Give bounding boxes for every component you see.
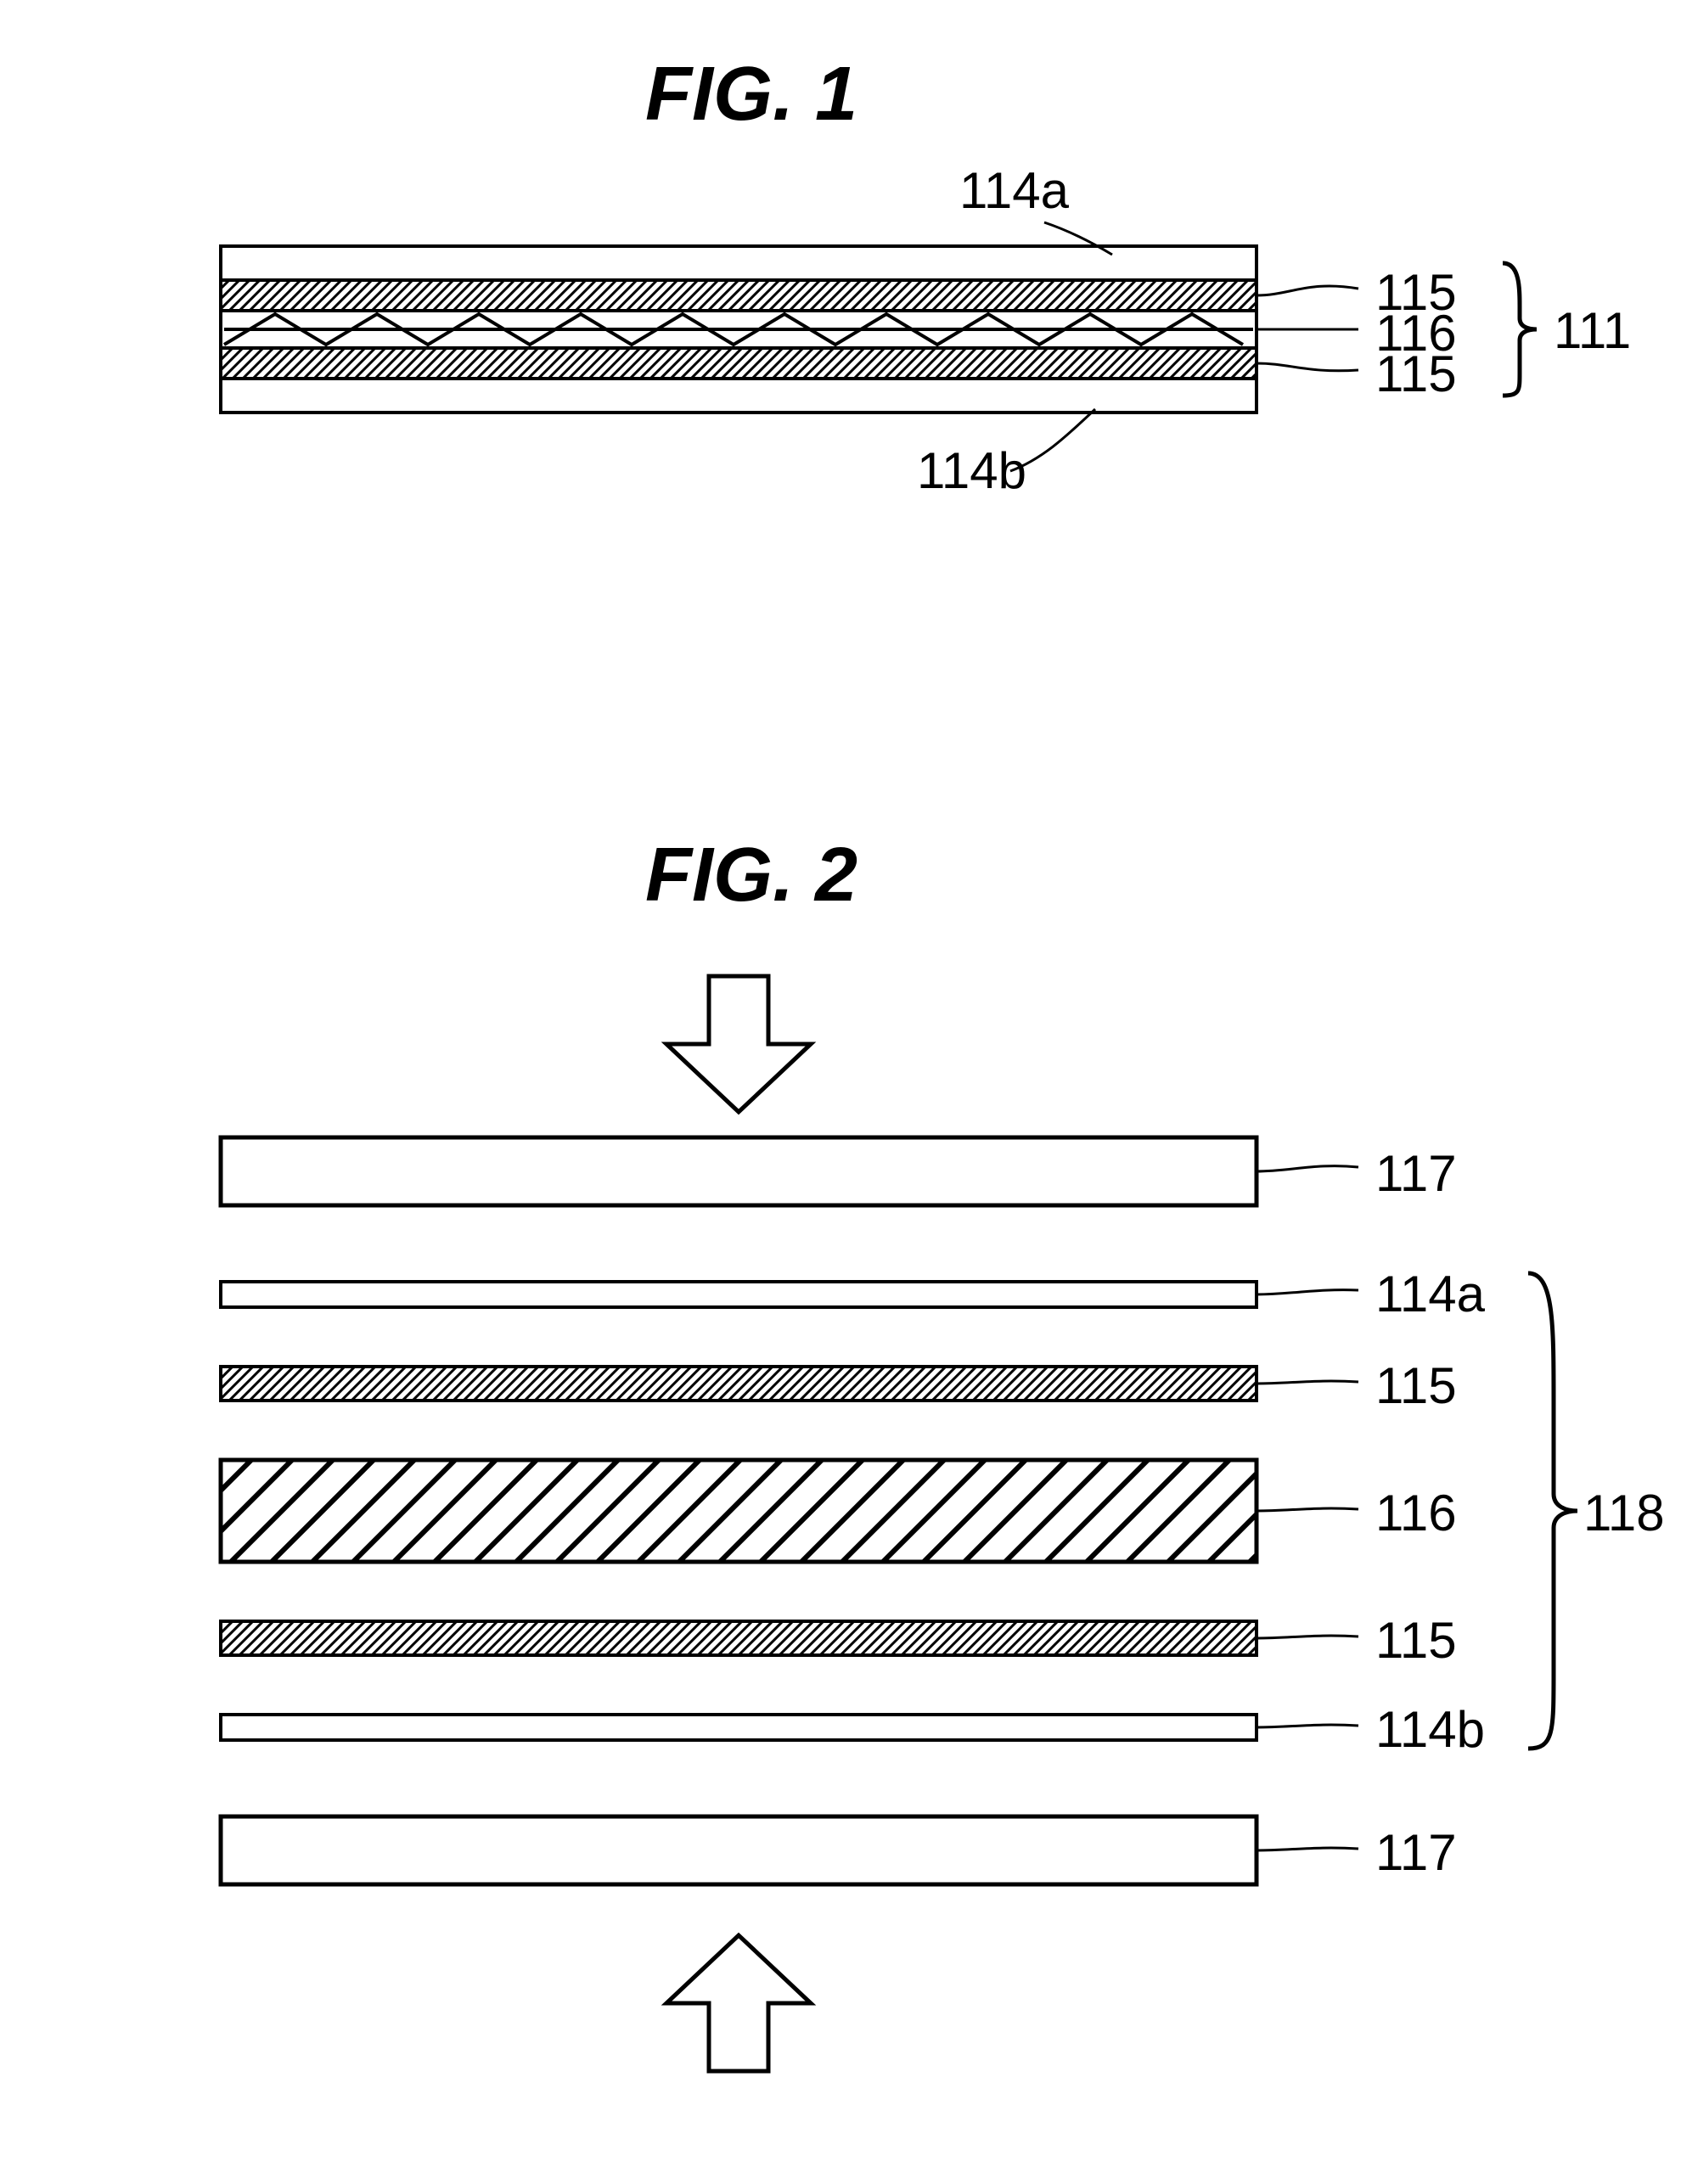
fig2-layer-115b <box>221 1621 1257 1655</box>
fig2-layer-116 <box>221 1460 1257 1562</box>
fig2-stack <box>221 1137 1257 1884</box>
fig2-label-115b: 115 <box>1375 1611 1457 1670</box>
fig1-label-114a: 114a <box>959 161 1069 220</box>
fig1-layer-116 <box>221 311 1257 348</box>
fig1-label-111: 111 <box>1554 301 1631 360</box>
fig2-label-117b: 117 <box>1375 1823 1457 1882</box>
fig2-layer-114a <box>221 1282 1257 1307</box>
fig2-layer-117b <box>221 1816 1257 1884</box>
fig2-label-116: 116 <box>1375 1484 1457 1542</box>
fig2-arrow-top <box>666 976 811 1112</box>
fig1-leaders-right <box>1257 286 1358 371</box>
fig1-layer-116-chevrons <box>224 314 1253 345</box>
fig2-title: FIG. 2 <box>645 832 857 919</box>
fig2-label-114b: 114b <box>1375 1700 1485 1759</box>
fig2-leaders-right <box>1257 1166 1358 1850</box>
fig2-layer-114b <box>221 1715 1257 1740</box>
fig2-brace-118 <box>1528 1273 1577 1749</box>
fig1-layer-114b <box>221 379 1257 413</box>
fig1-label-114b: 114b <box>917 441 1026 500</box>
fig2-label-118: 118 <box>1583 1484 1665 1542</box>
fig2-arrow-bot <box>666 1935 811 2071</box>
fig2-label-114a: 114a <box>1375 1265 1485 1323</box>
fig1-layer-115-bot <box>221 348 1257 379</box>
fig2-layer-115t <box>221 1367 1257 1401</box>
fig1-label-115b: 115 <box>1375 345 1457 403</box>
fig2-label-117t: 117 <box>1375 1144 1457 1203</box>
fig1-title: FIG. 1 <box>645 51 857 138</box>
fig2-label-115t: 115 <box>1375 1356 1457 1415</box>
fig1-leader-114a <box>1044 222 1112 255</box>
page: FIG. 1 114a 115 116 115 114b 111 FIG. 2 … <box>0 0 1681 2184</box>
fig1-layer-114a <box>221 246 1257 280</box>
fig2-layer-117t <box>221 1137 1257 1205</box>
fig1-brace-111 <box>1503 263 1537 396</box>
fig1-stack <box>221 246 1257 413</box>
fig1-layer-115-top <box>221 280 1257 311</box>
